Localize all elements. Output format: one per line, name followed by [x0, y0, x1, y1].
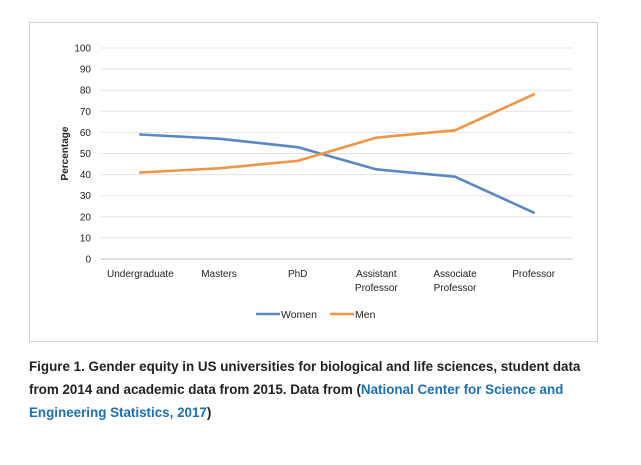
- data-point-women: [296, 145, 299, 149]
- data-point-women: [532, 211, 535, 214]
- y-tick-label: 70: [80, 107, 92, 118]
- x-tick-label: Undergraduate: [107, 269, 174, 280]
- chart-frame: [29, 22, 598, 342]
- x-tick-label: Professor: [512, 269, 555, 280]
- y-axis-label: Percentage: [60, 126, 71, 180]
- data-point-women: [139, 133, 142, 136]
- x-tick-label: Professor: [434, 283, 477, 294]
- caption-text: Figure 1. Gender equity in US universiti…: [29, 359, 581, 397]
- series-line-men: [139, 93, 535, 174]
- y-tick-label: 30: [80, 191, 92, 202]
- x-tick-label: Assistant: [356, 269, 397, 280]
- data-point-men: [453, 129, 457, 132]
- data-point-women: [217, 137, 221, 140]
- x-tick-label: Associate: [433, 269, 477, 280]
- y-tick-label: 20: [80, 212, 92, 223]
- legend-label-women: Women: [281, 309, 317, 321]
- caption-suffix: ): [206, 405, 212, 420]
- data-point-men: [139, 171, 142, 174]
- y-tick-label: 0: [85, 255, 91, 266]
- series-line-women: [139, 133, 535, 214]
- data-point-women: [375, 168, 378, 171]
- legend-label-men: Men: [355, 309, 376, 321]
- data-point-men: [375, 136, 378, 139]
- y-tick-label: 90: [80, 65, 92, 76]
- figure-caption: Figure 1. Gender equity in US universiti…: [29, 355, 589, 424]
- y-tick-label: 40: [80, 170, 92, 181]
- x-tick-label: Masters: [201, 269, 237, 280]
- y-tick-label: 60: [80, 128, 92, 139]
- y-tick-label: 50: [80, 149, 92, 160]
- data-point-women: [453, 175, 457, 178]
- x-tick-label: Professor: [355, 283, 398, 294]
- x-tick-label: PhD: [288, 269, 307, 280]
- data-point-men: [296, 159, 299, 163]
- data-point-men: [217, 167, 221, 170]
- y-tick-label: 80: [80, 86, 92, 97]
- caption-link[interactable]: National Center for Science and Engineer…: [29, 382, 564, 420]
- y-tick-label: 10: [80, 233, 92, 244]
- line-chart: 0 10 20 30 40 50 60 70 80 90 100 Percentage Undergra…: [60, 44, 573, 321]
- y-tick-label: 100: [74, 44, 91, 55]
- data-point-men: [532, 93, 535, 96]
